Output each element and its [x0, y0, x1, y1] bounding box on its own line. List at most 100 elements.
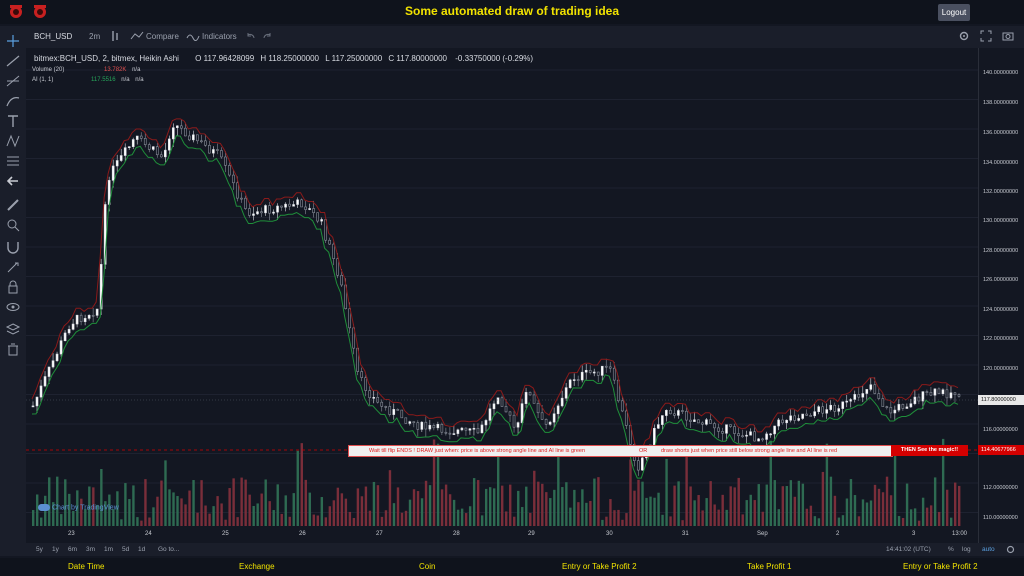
price-label: 138.00000000	[983, 100, 1019, 106]
candle	[608, 366, 612, 369]
ruler-icon[interactable]	[5, 198, 21, 212]
range-1y[interactable]: 1y	[52, 546, 59, 553]
volume-bar	[100, 468, 103, 526]
trash-icon[interactable]	[5, 342, 21, 356]
brush-icon[interactable]	[5, 94, 21, 108]
log-toggle[interactable]: log	[962, 546, 971, 553]
time-label: 23	[68, 531, 75, 537]
trend-line-icon[interactable]	[5, 54, 21, 68]
price-axis[interactable]: 140.00000000 138.00000000 136.00000000 134.…	[978, 48, 1024, 543]
fullscreen-icon[interactable]	[980, 30, 992, 42]
volume-bar	[845, 498, 849, 526]
compare-button[interactable]: Compare	[146, 32, 179, 41]
forecast-icon[interactable]	[5, 154, 21, 168]
candle	[925, 391, 929, 393]
undo-icon[interactable]	[246, 31, 256, 41]
candle	[544, 418, 548, 425]
range-3m[interactable]: 3m	[86, 546, 96, 553]
volume-bar	[40, 517, 43, 526]
crosshair-icon[interactable]	[5, 34, 21, 48]
legend-title[interactable]: bitmex:BCH_USD, 2, bitmex, Heikin Ashi	[34, 54, 179, 63]
settings-icon[interactable]	[958, 30, 970, 42]
lock-icon[interactable]	[5, 280, 21, 294]
volume-bar	[92, 487, 95, 526]
candle	[580, 371, 584, 381]
go-to-button[interactable]: Go to...	[158, 546, 180, 553]
redo-icon[interactable]	[262, 31, 272, 41]
candle	[135, 135, 139, 140]
price-label: 112.00000000	[983, 485, 1018, 491]
volume-bar	[184, 504, 187, 526]
range-1d[interactable]: 1d	[138, 546, 146, 553]
range-1m[interactable]: 1m	[104, 546, 114, 553]
volume-bar	[817, 518, 821, 526]
volume-bar	[793, 496, 797, 526]
candle	[849, 399, 853, 402]
footer-entry-2[interactable]: Entry or Take Profit 2	[562, 562, 637, 571]
text-icon[interactable]	[5, 114, 21, 128]
candle	[468, 428, 472, 431]
volume-bar	[773, 480, 776, 526]
candle	[893, 409, 897, 414]
ai-indicator[interactable]: AI (1, 1) 117.5516 n/a n/a	[32, 77, 144, 83]
fib-icon[interactable]	[5, 74, 21, 88]
chart-type-icon[interactable]	[110, 30, 120, 42]
layers-icon[interactable]	[5, 322, 21, 336]
compare-icon[interactable]	[130, 31, 144, 41]
footer-date-time[interactable]: Date Time	[68, 562, 105, 571]
volume-bar	[673, 485, 676, 526]
footer-coin[interactable]: Coin	[419, 562, 436, 571]
candle	[79, 314, 83, 322]
candle	[713, 423, 716, 429]
logout-button[interactable]: Logout	[938, 4, 970, 21]
footer-exchange[interactable]: Exchange	[239, 562, 275, 571]
candle	[520, 403, 524, 423]
volume-bar	[272, 510, 275, 526]
range-5y[interactable]: 5y	[36, 546, 43, 553]
eye-icon[interactable]	[5, 300, 21, 314]
zoom-icon[interactable]	[5, 218, 21, 232]
volume-indicator[interactable]: Volume (20) 13.782K n/a	[32, 67, 140, 73]
volume-bar	[825, 443, 829, 526]
volume-bar	[456, 509, 460, 526]
candle	[264, 205, 267, 214]
percent-toggle[interactable]: %	[948, 546, 954, 553]
axis-settings-icon[interactable]	[1006, 545, 1015, 554]
price-chart[interactable]	[26, 48, 978, 543]
candle	[600, 365, 604, 376]
indicators-button[interactable]: Indicators	[202, 32, 237, 41]
volume-bar	[228, 488, 231, 526]
volume-bar	[593, 478, 596, 526]
range-5d[interactable]: 5d	[122, 546, 130, 553]
candle	[588, 369, 592, 373]
auto-toggle[interactable]: auto	[982, 546, 995, 553]
volume-bar	[909, 509, 913, 526]
symbol-search[interactable]: BCH_USD	[34, 32, 73, 41]
pattern-icon[interactable]	[5, 134, 21, 148]
time-axis[interactable]: 23 24 25 26 27 28 29 30 31 Sep 2 3 13:00	[26, 528, 978, 542]
tradingview-watermark[interactable]: Chart by TradingView	[38, 504, 119, 511]
camera-icon[interactable]	[1002, 30, 1014, 42]
candle	[115, 160, 119, 167]
range-6m[interactable]: 6m	[68, 546, 78, 553]
volume-bar	[933, 477, 937, 526]
footer-entry-2b[interactable]: Entry or Take Profit 2	[903, 562, 978, 571]
magnet-icon[interactable]	[5, 240, 21, 254]
indicators-icon[interactable]	[186, 31, 200, 41]
volume-bar	[865, 502, 869, 526]
candle	[384, 406, 388, 408]
candle	[673, 413, 676, 416]
volume-bar	[653, 497, 656, 526]
candle	[424, 421, 428, 430]
volume-bar	[64, 479, 67, 526]
volume-bar	[384, 510, 388, 526]
volume-bar	[164, 460, 167, 526]
volume-bar	[917, 520, 921, 526]
candle	[464, 427, 468, 431]
lock-drawing-icon[interactable]	[5, 260, 21, 274]
interval-select[interactable]: 2m	[89, 32, 101, 41]
footer-take-profit-1[interactable]: Take Profit 1	[747, 562, 792, 571]
candle	[789, 415, 792, 421]
arrow-left-icon[interactable]	[5, 174, 21, 188]
candle	[236, 182, 239, 199]
